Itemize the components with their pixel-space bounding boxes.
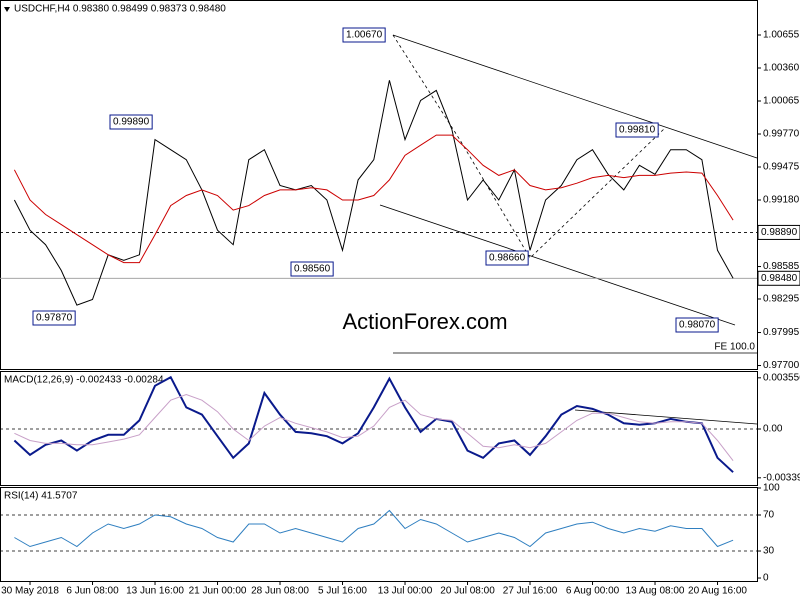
y-tick-label: 0.003556 bbox=[763, 372, 800, 383]
y-tick-label: 0 bbox=[763, 573, 769, 584]
x-tick-label: 27 Jul 16:00 bbox=[503, 586, 558, 597]
menu-triangle bbox=[4, 7, 10, 12]
x-tick-label: 13 Jun 16:00 bbox=[126, 586, 184, 597]
x-tick-label: 13 Aug 08:00 bbox=[626, 586, 685, 597]
price-label-box bbox=[32, 310, 76, 326]
panel-title: MACD(12,26,9) -0.002433 -0.00284 bbox=[4, 375, 164, 386]
y-tick-label: 0.98295 bbox=[763, 294, 800, 305]
macd-trend-line bbox=[574, 409, 758, 425]
panel-frame bbox=[0, 371, 758, 486]
level-label-box bbox=[757, 224, 800, 240]
y-tick-label: -0.003391 bbox=[763, 472, 800, 483]
panel-frame bbox=[0, 487, 758, 582]
x-tick-label: 5 Jul 16:00 bbox=[318, 586, 367, 597]
fe-label: FE 100.0 bbox=[714, 342, 755, 353]
x-tick-label: 6 Aug 00:00 bbox=[566, 586, 620, 597]
price-label: 0.98660 bbox=[489, 253, 526, 264]
y-tick-label: 1.00065 bbox=[763, 96, 800, 107]
price-label: 0.98070 bbox=[679, 320, 716, 331]
level-label: 0.98890 bbox=[761, 227, 798, 238]
channel-upper bbox=[392, 34, 758, 159]
x-tick-label: 28 Jun 08:00 bbox=[251, 586, 309, 597]
series-line bbox=[13, 80, 734, 306]
y-tick-label: 0.97995 bbox=[763, 327, 800, 338]
y-tick-label: 100 bbox=[763, 483, 780, 494]
price-label-box bbox=[109, 114, 153, 130]
price-label: 0.99890 bbox=[113, 117, 150, 128]
x-tick-label: 20 Jul 08:00 bbox=[440, 586, 495, 597]
series-line bbox=[14, 509, 734, 548]
y-tick-label: 0.98585 bbox=[763, 261, 800, 272]
series-line bbox=[13, 134, 734, 264]
channel-lower bbox=[379, 204, 736, 326]
price-label-box bbox=[485, 250, 529, 266]
price-label: 0.99810 bbox=[619, 125, 656, 136]
x-tick-label: 21 Jun 00:00 bbox=[189, 586, 247, 597]
y-tick-label: 0.97700 bbox=[763, 360, 800, 371]
level-label-box bbox=[757, 270, 800, 286]
watermark: ActionForex.com bbox=[342, 309, 507, 334]
x-tick-label: 30 May 2018 bbox=[1, 586, 59, 597]
panel-frame bbox=[0, 0, 758, 370]
panel-title: USDCHF,H4 0.98380 0.98499 0.98373 0.9848… bbox=[14, 4, 226, 15]
price-label-box bbox=[615, 122, 659, 138]
y-tick-label: 1.00360 bbox=[763, 63, 800, 74]
y-tick-label: 0.99180 bbox=[763, 195, 800, 206]
price-label-box bbox=[290, 261, 334, 277]
price-label-box bbox=[675, 317, 719, 333]
y-tick-label: 1.00655 bbox=[763, 30, 800, 41]
y-tick-label: 0.99475 bbox=[763, 162, 800, 173]
price-label: 1.00670 bbox=[346, 30, 383, 41]
level-label: 0.98480 bbox=[761, 273, 798, 284]
price-label: 0.98560 bbox=[294, 264, 331, 275]
panel-title: RSI(14) 41.5707 bbox=[4, 491, 78, 502]
series-line bbox=[14, 393, 734, 462]
price-label-box bbox=[342, 27, 386, 43]
series-line bbox=[13, 375, 734, 473]
wave-lines bbox=[392, 34, 666, 259]
x-tick-label: 20 Aug 16:00 bbox=[688, 586, 747, 597]
y-tick-label: 70 bbox=[763, 510, 775, 521]
price-label: 0.97870 bbox=[36, 313, 73, 324]
y-tick-label: 0.99770 bbox=[763, 129, 800, 140]
x-tick-label: 13 Jul 00:00 bbox=[378, 586, 433, 597]
x-tick-label: 6 Jun 08:00 bbox=[66, 586, 119, 597]
y-tick-label: 30 bbox=[763, 546, 775, 557]
y-tick-label: 0.00 bbox=[763, 424, 783, 435]
